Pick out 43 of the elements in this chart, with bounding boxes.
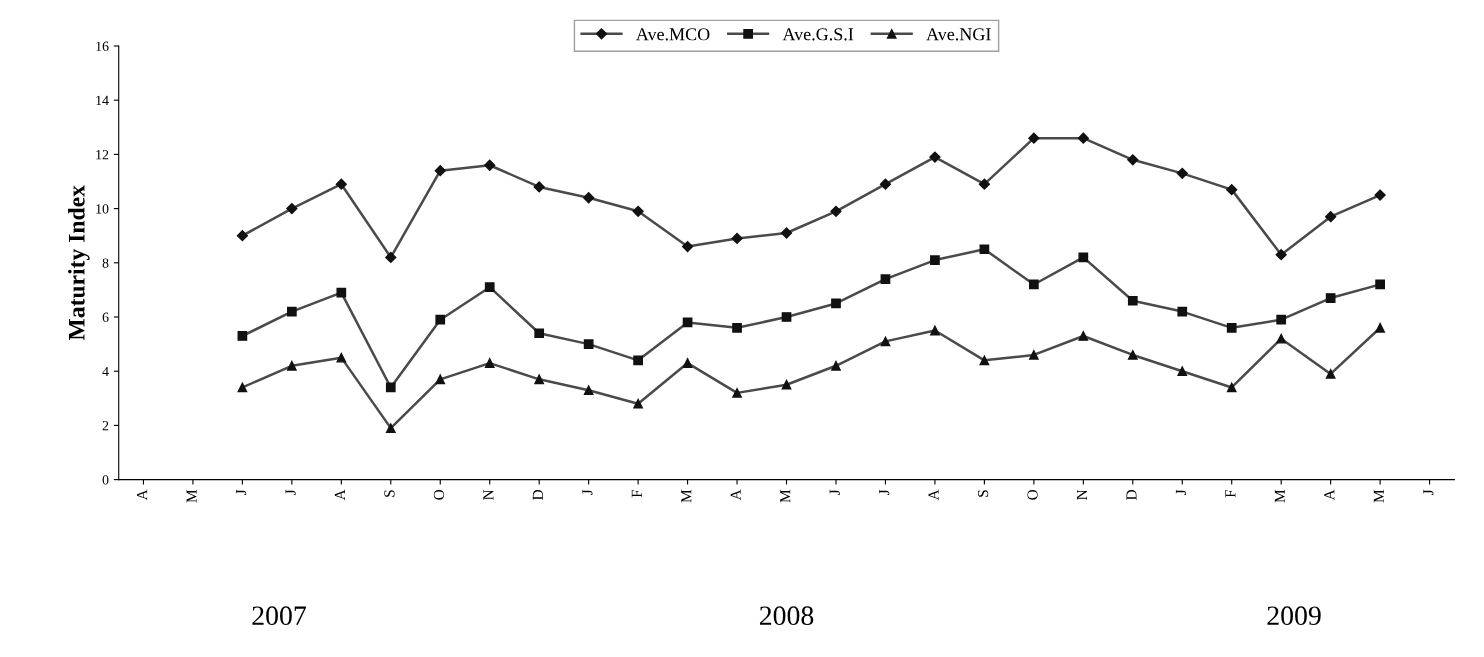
y-tick-label: 8 bbox=[102, 258, 109, 268]
x-tick-label: J bbox=[1423, 489, 1434, 495]
x-tick-label: J bbox=[879, 489, 890, 495]
x-tick-label: J bbox=[582, 489, 593, 495]
x-tick-label: A bbox=[1324, 489, 1335, 501]
x-tick-label: N bbox=[483, 489, 494, 500]
x-tick-label: A bbox=[137, 489, 148, 501]
x-tick-label: O bbox=[433, 489, 445, 500]
legend-label: Ave.NGI bbox=[926, 28, 991, 41]
x-tick-label: F bbox=[1225, 489, 1236, 498]
x-tick-label: M bbox=[1274, 489, 1285, 503]
x-tick-label: M bbox=[186, 489, 197, 503]
y-axis-title: Maturity Index bbox=[68, 185, 90, 341]
x-tick-label: J bbox=[236, 489, 247, 495]
y-tick-label: 2 bbox=[102, 421, 109, 431]
x-tick-label: A bbox=[730, 489, 741, 501]
y-tick-label: 12 bbox=[96, 150, 109, 160]
y-tick-label: 6 bbox=[102, 312, 109, 322]
y-tick-label: 14 bbox=[96, 95, 109, 106]
x-tick-label: J bbox=[829, 489, 840, 495]
text: 2008 bbox=[759, 606, 814, 626]
x-tick-label: J bbox=[1175, 489, 1187, 495]
x-tick-label: J bbox=[285, 489, 296, 495]
x-tick-label: D bbox=[1126, 489, 1137, 500]
y-tick-label: 10 bbox=[96, 204, 109, 214]
x-tick-label: S bbox=[977, 490, 989, 497]
x-tick-label: A bbox=[334, 489, 345, 501]
x-tick-label: O bbox=[1027, 489, 1038, 500]
x-tick-label: A bbox=[928, 489, 939, 501]
legend-label: Ave.G.S.I bbox=[782, 28, 854, 41]
x-tick-label: N bbox=[1076, 489, 1087, 500]
x-tick-label: M bbox=[780, 489, 791, 503]
x-tick-label: S bbox=[384, 490, 395, 497]
y-tick-label: 16 bbox=[96, 41, 109, 51]
y-tick-label: 4 bbox=[102, 366, 109, 377]
text: 2007 bbox=[252, 606, 306, 626]
x-tick-label: M bbox=[681, 489, 692, 503]
x-tick-label: M bbox=[1373, 489, 1384, 503]
x-tick-label: D bbox=[532, 489, 543, 500]
text: 2009 bbox=[1267, 606, 1321, 626]
y-tick-label: 0 bbox=[102, 475, 109, 485]
x-tick-label: F bbox=[631, 489, 642, 498]
legend-label: Ave.MCO bbox=[635, 28, 710, 41]
